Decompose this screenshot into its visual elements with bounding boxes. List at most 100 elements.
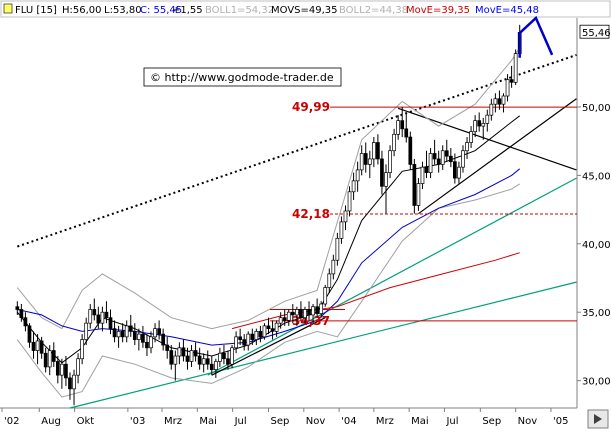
symbol-swatch xyxy=(3,3,13,14)
candle-body xyxy=(246,333,251,346)
candle-body xyxy=(258,331,263,338)
overlay-boll2 xyxy=(16,183,520,398)
candle-body xyxy=(68,377,72,390)
candle-body xyxy=(311,306,315,316)
candle-body xyxy=(88,309,93,324)
candle-body xyxy=(384,172,388,187)
y-tick-label: 30,00 xyxy=(582,377,611,388)
candle-body xyxy=(254,331,259,340)
candle-body xyxy=(376,142,380,160)
candle-body xyxy=(64,363,68,379)
trendline-channel-upper xyxy=(207,177,577,376)
projection xyxy=(518,15,554,58)
header-move-blue: MovE=45,48 xyxy=(475,5,539,16)
y-tick-label: 35,00 xyxy=(582,308,611,319)
candle-body xyxy=(440,150,445,165)
candle-body xyxy=(461,150,465,168)
candle-body xyxy=(493,98,498,105)
candle-body xyxy=(359,153,364,171)
candle-body xyxy=(513,53,518,83)
last-price-box xyxy=(579,24,610,39)
x-tick-label: Mrz xyxy=(376,416,394,427)
candle-body xyxy=(108,317,113,329)
candle-body xyxy=(481,123,486,127)
copyright-box: © http://www.godmode-trader.de xyxy=(143,67,342,87)
candle-body xyxy=(367,158,372,165)
copyright-text[interactable]: © http://www.godmode-trader.de xyxy=(150,71,334,84)
candle-body xyxy=(262,325,267,338)
candle-body xyxy=(23,317,28,327)
candle-body xyxy=(120,331,125,338)
y-tick-label: 45,00 xyxy=(582,171,611,182)
candle-body xyxy=(505,79,510,97)
candle-body xyxy=(149,336,153,349)
candle-body xyxy=(485,114,490,124)
candle-body xyxy=(266,325,271,329)
candle-body xyxy=(116,331,121,338)
candle-body xyxy=(145,341,149,349)
candle-body xyxy=(250,333,255,340)
candle-body xyxy=(347,191,352,212)
candles xyxy=(15,24,522,406)
candle-body xyxy=(205,358,210,365)
x-tick-label: Aug xyxy=(41,416,61,427)
level-label: 34,37 xyxy=(292,314,330,328)
trendline-channel-support xyxy=(69,281,577,409)
candle-body xyxy=(31,341,36,351)
candle-body xyxy=(177,347,182,357)
candle-body xyxy=(100,311,105,324)
candle-body xyxy=(27,325,32,343)
last-price-label: 55,46 xyxy=(582,28,611,39)
level-label: 42,18 xyxy=(292,207,330,221)
candle-body xyxy=(469,131,473,143)
copyright-frame xyxy=(143,67,342,87)
candle-body xyxy=(218,352,222,362)
candle-body xyxy=(465,142,469,152)
candle-body xyxy=(230,347,234,365)
candle-body xyxy=(457,166,461,179)
scroll-right-icon[interactable] xyxy=(594,414,602,424)
candle-body xyxy=(453,161,457,179)
candle-body xyxy=(303,309,307,319)
level-label: 49,99 xyxy=(292,100,330,114)
candle-body xyxy=(124,325,129,338)
trendline-dotted-resistance xyxy=(16,54,577,248)
candle-body xyxy=(193,350,198,357)
candle-body xyxy=(380,158,384,187)
candle-body xyxy=(477,120,482,127)
candle-body xyxy=(509,79,514,83)
candle-body xyxy=(428,153,433,173)
candle-body xyxy=(35,340,40,351)
candle-body xyxy=(43,352,48,368)
candle-body xyxy=(278,317,283,324)
candle-body xyxy=(420,166,425,184)
candle-body xyxy=(209,363,214,371)
x-tick-label: Jul xyxy=(234,416,247,427)
candle-body xyxy=(412,164,417,206)
header-boll1: BOLL1=54,32 xyxy=(205,5,274,16)
candle-body xyxy=(497,98,502,105)
x-tick-label: '05 xyxy=(553,416,568,427)
candle-body xyxy=(197,355,202,365)
candle-body xyxy=(242,339,247,346)
candle-body xyxy=(355,169,360,182)
scroll-right-button[interactable] xyxy=(587,409,609,429)
candle-body xyxy=(157,328,161,335)
candle-body xyxy=(173,355,178,365)
candle-body xyxy=(299,309,303,319)
candle-body xyxy=(404,128,409,138)
header-high: H:56,00 xyxy=(62,5,102,16)
axes: '02 Aug Okt '03 Mrz Mai Jul Sep Nov '04 Mrz Mai Jul S… xyxy=(1,103,611,427)
candle-body xyxy=(343,210,348,223)
y-tick-label: 50,00 xyxy=(582,103,611,114)
candle-body xyxy=(432,153,437,160)
candle-body xyxy=(424,166,429,173)
x-tick-label: Sep xyxy=(482,416,501,427)
x-tick-label: Nov xyxy=(306,416,326,427)
candle-body xyxy=(47,350,52,368)
x-tick-label: Nov xyxy=(518,416,538,427)
candle-body xyxy=(112,328,117,338)
candle-body xyxy=(141,333,145,343)
header-movs: MOVS=49,35 xyxy=(271,5,338,16)
candle-body xyxy=(315,306,319,314)
